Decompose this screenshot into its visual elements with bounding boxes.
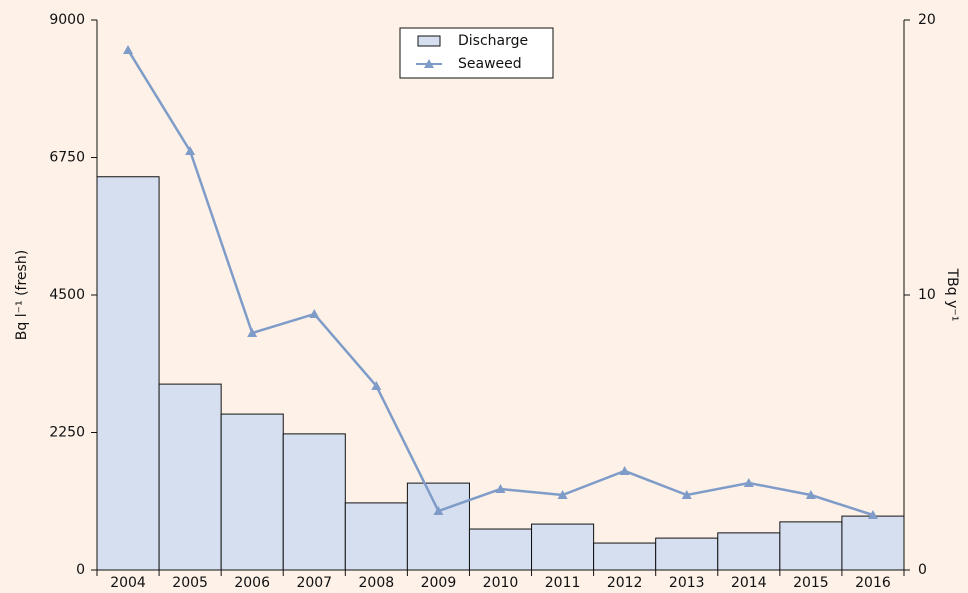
x-tick-label: 2012 [607, 575, 643, 591]
bar [593, 542, 657, 571]
y2-tick-label: 10 [918, 287, 936, 303]
y2-axis-label: TBq y⁻¹ [944, 268, 960, 322]
bar [779, 521, 843, 571]
x-tick-label: 2006 [234, 575, 270, 591]
bar [406, 482, 470, 571]
marker [557, 490, 568, 500]
x-tick-label: 2011 [545, 575, 581, 591]
x-tick-label: 2008 [359, 575, 395, 591]
x-tick-label: 2007 [296, 575, 332, 591]
x-tick-label: 2009 [421, 575, 457, 591]
marker [185, 146, 196, 156]
bar [158, 383, 222, 571]
marker [743, 477, 754, 487]
x-tick-label: 2014 [731, 575, 767, 591]
marker [867, 510, 878, 519]
marker [495, 484, 506, 494]
marker [433, 506, 444, 516]
x-tick-label: 2010 [483, 575, 519, 591]
bar [468, 528, 533, 571]
marker [309, 309, 320, 319]
y2-tick-label: 0 [918, 562, 927, 578]
marker [371, 380, 382, 390]
marker [619, 466, 630, 475]
y-tick-label: 0 [76, 562, 85, 578]
bar [655, 537, 719, 571]
marker [247, 328, 258, 338]
y-tick-label: 9000 [49, 12, 85, 28]
marker [805, 490, 816, 500]
bar [717, 532, 781, 571]
x-tick-label: 2015 [793, 575, 829, 591]
bar [96, 176, 160, 571]
legend-label: Seaweed [458, 56, 522, 72]
x-tick-label: 2013 [669, 575, 705, 591]
y-tick-label: 2250 [49, 425, 85, 441]
marker [681, 490, 692, 500]
bar [282, 433, 346, 571]
bar [841, 515, 905, 571]
legend-swatch [417, 35, 441, 47]
bar [220, 413, 284, 571]
bar [344, 502, 408, 571]
legend-label: Discharge [458, 33, 528, 49]
x-tick-label: 2004 [110, 575, 146, 591]
y-tick-label: 4500 [49, 287, 85, 303]
marker [123, 44, 134, 54]
bar [531, 523, 595, 571]
y-tick-label: 6750 [49, 150, 85, 166]
x-tick-label: 2005 [172, 575, 208, 591]
y2-tick-label: 20 [918, 12, 936, 28]
x-tick-label: 2016 [855, 575, 891, 591]
legend-marker [424, 59, 434, 68]
y-axis-label: Bq l⁻¹ (fresh) [14, 250, 30, 340]
